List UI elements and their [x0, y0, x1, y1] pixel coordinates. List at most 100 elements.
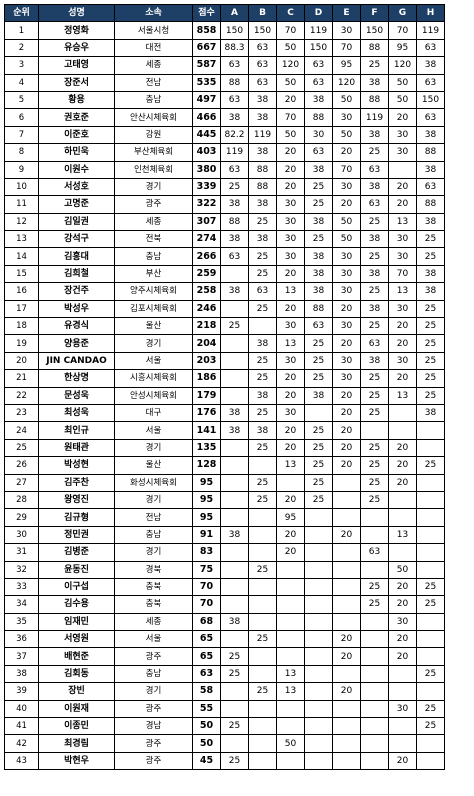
cell-f [360, 525, 389, 545]
cell-e: 20 [332, 386, 361, 405]
cell-affiliation: 광주 [114, 751, 193, 771]
cell-b [248, 595, 277, 614]
cell-b [248, 525, 277, 545]
cell-c: 20 [276, 438, 305, 458]
cell-affiliation: 양주시체육회 [114, 282, 193, 301]
cell-h: 150 [416, 90, 445, 110]
cell-f: 63 [360, 334, 389, 353]
cell-h: 25 [416, 299, 445, 319]
cell-c: 50 [276, 73, 305, 92]
cell-c [276, 699, 305, 719]
table-row: 18 유경식 울산 218 25 30 63 30 25 20 25 [4, 317, 445, 336]
cell-h: 25 [416, 577, 445, 597]
cell-e: 30 [332, 369, 361, 388]
cell-rank: 1 [4, 21, 39, 40]
cell-a: 25 [220, 751, 249, 771]
cell-b [248, 734, 277, 753]
cell-b: 63 [248, 38, 277, 58]
column-header-h: H [416, 3, 445, 23]
ranking-table-container: 순위 성명 소속 점수 A B C D E F G H 1 정영화 서울시청 858 150 150 70 119 3… [4, 3, 445, 771]
cell-affiliation: 세종 [114, 56, 193, 75]
cell-f: 25 [360, 369, 389, 388]
cell-d [304, 751, 333, 771]
cell-score: 68 [192, 612, 221, 632]
cell-affiliation: 전남 [114, 73, 193, 92]
cell-a [220, 299, 249, 319]
cell-score: 535 [192, 73, 221, 92]
table-row: 30 정민권 충남 91 38 20 20 13 [4, 525, 445, 545]
cell-rank: 30 [4, 525, 39, 545]
cell-name: 이구섭 [38, 577, 115, 597]
cell-name: 박현우 [38, 751, 115, 771]
cell-g: 50 [388, 73, 417, 92]
cell-f [360, 751, 389, 771]
cell-c: 20 [276, 143, 305, 162]
table-row: 9 이원수 인천체육회 380 63 88 20 38 70 63 38 [4, 160, 445, 179]
cell-d: 38 [304, 386, 333, 405]
cell-c [276, 595, 305, 614]
cell-e: 30 [332, 282, 361, 301]
cell-score: 45 [192, 751, 221, 771]
cell-h [416, 560, 445, 579]
cell-score: 176 [192, 403, 221, 423]
cell-d [304, 682, 333, 701]
cell-g: 70 [388, 21, 417, 40]
cell-d [304, 612, 333, 632]
header-row: 순위 성명 소속 점수 A B C D E F G H [4, 3, 445, 23]
cell-c: 30 [276, 317, 305, 336]
table-header: 순위 성명 소속 점수 A B C D E F G H [4, 3, 445, 23]
cell-rank: 37 [4, 647, 39, 666]
cell-g: 20 [388, 177, 417, 197]
table-row: 7 이준호 강원 445 82.2 119 50 30 50 38 30 38 [4, 125, 445, 145]
cell-d: 25 [304, 351, 333, 371]
cell-affiliation: 부산체육회 [114, 143, 193, 162]
cell-h: 25 [416, 699, 445, 719]
table-row: 14 김홍대 충남 266 63 25 30 38 30 25 30 25 [4, 247, 445, 266]
cell-c: 20 [276, 525, 305, 545]
cell-score: 307 [192, 212, 221, 232]
cell-rank: 17 [4, 299, 39, 319]
cell-b: 63 [248, 282, 277, 301]
cell-c: 13 [276, 664, 305, 684]
cell-h [416, 490, 445, 510]
cell-d [304, 717, 333, 736]
cell-c: 13 [276, 334, 305, 353]
cell-f: 25 [360, 317, 389, 336]
cell-c: 20 [276, 299, 305, 319]
cell-g: 30 [388, 612, 417, 632]
cell-score: 322 [192, 195, 221, 214]
cell-c: 20 [276, 177, 305, 197]
cell-h: 63 [416, 38, 445, 58]
table-row: 43 박현우 광주 45 25 20 [4, 751, 445, 771]
cell-f: 88 [360, 90, 389, 110]
cell-a [220, 456, 249, 475]
cell-g: 20 [388, 334, 417, 353]
cell-d: 63 [304, 73, 333, 92]
cell-d: 25 [304, 473, 333, 492]
table-row: 19 양용준 경기 204 38 13 25 20 63 20 25 [4, 334, 445, 353]
cell-name: 서성호 [38, 177, 115, 197]
cell-a: 38 [220, 282, 249, 301]
cell-b: 25 [248, 369, 277, 388]
cell-a: 150 [220, 21, 249, 40]
cell-h [416, 438, 445, 458]
cell-d [304, 525, 333, 545]
cell-name: 김수용 [38, 595, 115, 614]
cell-a [220, 699, 249, 719]
cell-e: 50 [332, 230, 361, 249]
cell-f: 25 [360, 595, 389, 614]
cell-f: 25 [360, 386, 389, 405]
cell-name: 정민권 [38, 525, 115, 545]
cell-affiliation: 서울 [114, 630, 193, 649]
cell-e [332, 560, 361, 579]
table-row: 21 한상명 시흥시체육회 186 25 20 25 30 25 20 25 [4, 369, 445, 388]
cell-b [248, 543, 277, 562]
cell-g: 20 [388, 595, 417, 614]
cell-affiliation: 시흥시체육회 [114, 369, 193, 388]
cell-c: 20 [276, 543, 305, 562]
cell-name: 최성욱 [38, 403, 115, 423]
cell-d [304, 595, 333, 614]
cell-f: 38 [360, 230, 389, 249]
cell-rank: 41 [4, 717, 39, 736]
cell-f [360, 647, 389, 666]
